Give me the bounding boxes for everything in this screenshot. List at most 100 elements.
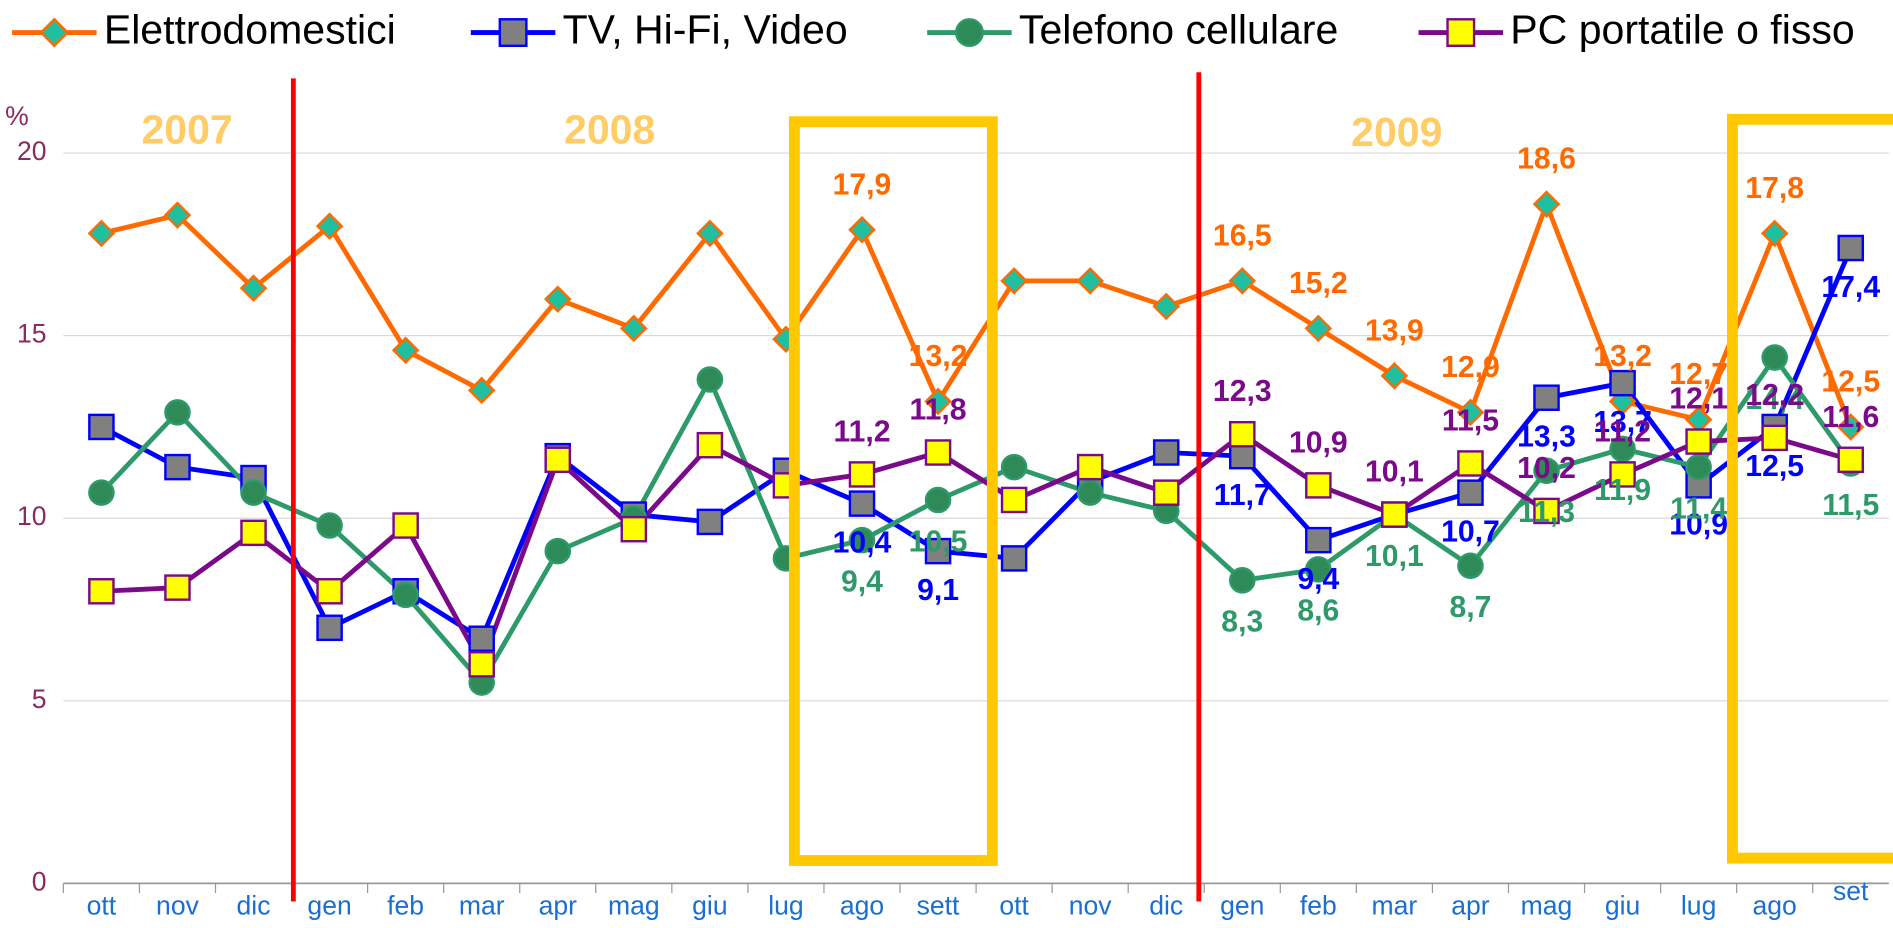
data-label: 12,1 bbox=[1669, 383, 1728, 416]
x-tick-label: mar bbox=[459, 891, 505, 921]
highlight-box bbox=[1727, 113, 1893, 864]
marker bbox=[1229, 442, 1256, 470]
series-line bbox=[99, 353, 1853, 687]
marker bbox=[620, 515, 648, 543]
x-tick-label: mar bbox=[1372, 891, 1418, 921]
data-label: 17,4 bbox=[1821, 271, 1880, 304]
marker bbox=[164, 399, 191, 426]
data-label: 9,1 bbox=[917, 574, 959, 607]
x-tick-label: ott bbox=[87, 891, 117, 921]
marker bbox=[848, 490, 876, 517]
x-tick-label: feb bbox=[1300, 891, 1337, 921]
marker bbox=[88, 413, 115, 441]
data-label: 12,5 bbox=[1821, 366, 1880, 399]
marker bbox=[391, 336, 420, 365]
marker bbox=[924, 486, 952, 514]
marker bbox=[468, 651, 495, 678]
marker bbox=[1837, 234, 1865, 262]
marker bbox=[954, 18, 984, 48]
marker bbox=[467, 376, 496, 405]
marker bbox=[39, 17, 70, 48]
series-line bbox=[100, 197, 1853, 428]
data-label: 9,4 bbox=[1297, 563, 1339, 596]
data-label: 17,8 bbox=[1745, 172, 1804, 205]
marker bbox=[1457, 552, 1484, 579]
marker bbox=[1305, 472, 1332, 499]
x-tick-label: lug bbox=[768, 891, 803, 921]
marker bbox=[498, 18, 528, 48]
data-label: 10,2 bbox=[1517, 452, 1576, 485]
marker bbox=[543, 285, 572, 313]
marker bbox=[316, 614, 343, 642]
x-tick-label: ott bbox=[999, 891, 1029, 921]
x-tick-label: mag bbox=[608, 891, 660, 921]
marker bbox=[1076, 267, 1104, 295]
data-label: 10,1 bbox=[1365, 456, 1424, 489]
legend-label: PC portatile o fisso bbox=[1510, 6, 1854, 52]
data-label: 11,9 bbox=[1594, 474, 1651, 507]
marker bbox=[1304, 314, 1333, 343]
marker bbox=[316, 578, 343, 605]
data-label: 9,4 bbox=[841, 566, 883, 599]
data-label: 11,8 bbox=[910, 394, 967, 427]
marker bbox=[1761, 344, 1788, 371]
x-tick-label: set bbox=[1833, 876, 1869, 906]
marker bbox=[1456, 398, 1485, 427]
x-tick-label: ago bbox=[1753, 891, 1797, 921]
marker bbox=[1609, 369, 1636, 397]
marker bbox=[696, 431, 724, 459]
data-label: 11,7 bbox=[1214, 479, 1271, 512]
data-label: 13,2 bbox=[909, 340, 968, 373]
marker bbox=[87, 219, 116, 248]
data-label: 11,5 bbox=[1822, 489, 1879, 522]
data-label: 12,2 bbox=[1745, 379, 1804, 412]
marker bbox=[620, 314, 648, 343]
highlight-box bbox=[788, 116, 998, 866]
marker bbox=[240, 519, 267, 547]
x-tick-label: apr bbox=[1451, 891, 1490, 921]
marker bbox=[88, 479, 115, 506]
marker bbox=[1000, 453, 1028, 481]
data-label: 12,9 bbox=[1441, 351, 1500, 384]
legend-label: Telefono cellulare bbox=[1019, 6, 1338, 52]
data-label: 10,9 bbox=[1669, 508, 1728, 541]
data-label: 11,2 bbox=[833, 415, 890, 448]
data-label: 10,9 bbox=[1289, 426, 1348, 459]
marker bbox=[1836, 413, 1865, 441]
legend-label: TV, Hi-Fi, Video bbox=[563, 6, 848, 52]
marker bbox=[544, 446, 572, 474]
marker bbox=[240, 479, 267, 506]
data-label: 10,4 bbox=[833, 527, 892, 560]
data-label: 17,9 bbox=[833, 168, 892, 201]
data-label: 11,5 bbox=[1442, 404, 1499, 437]
y-tick-label: 10 bbox=[17, 501, 47, 531]
marker bbox=[848, 215, 876, 244]
data-label: 15,2 bbox=[1289, 267, 1348, 300]
legend-label: Elettrodomestici bbox=[104, 6, 396, 52]
marker bbox=[1457, 479, 1484, 506]
data-label: 12,3 bbox=[1213, 375, 1272, 408]
marker bbox=[1229, 420, 1256, 448]
marker bbox=[1761, 424, 1788, 452]
marker bbox=[88, 578, 115, 605]
marker bbox=[1685, 428, 1712, 455]
data-label: 11,4 bbox=[1670, 492, 1727, 525]
marker bbox=[239, 274, 268, 302]
data-label: 10,5 bbox=[909, 525, 968, 558]
marker bbox=[696, 366, 724, 393]
data-label: 13,9 bbox=[1365, 314, 1424, 347]
x-tick-label: feb bbox=[387, 891, 424, 921]
x-tick-label: giu bbox=[692, 891, 727, 921]
x-tick-label: mag bbox=[1521, 891, 1573, 921]
data-label: 8,7 bbox=[1449, 591, 1491, 624]
marker bbox=[1152, 292, 1181, 321]
data-label: 13,2 bbox=[1593, 340, 1652, 373]
marker bbox=[1000, 486, 1028, 514]
marker bbox=[164, 453, 191, 481]
data-label: 14,4 bbox=[1745, 383, 1804, 416]
year-label: 2008 bbox=[564, 106, 655, 152]
marker bbox=[544, 537, 572, 565]
x-tick-label: giu bbox=[1605, 891, 1640, 921]
marker bbox=[315, 212, 344, 240]
